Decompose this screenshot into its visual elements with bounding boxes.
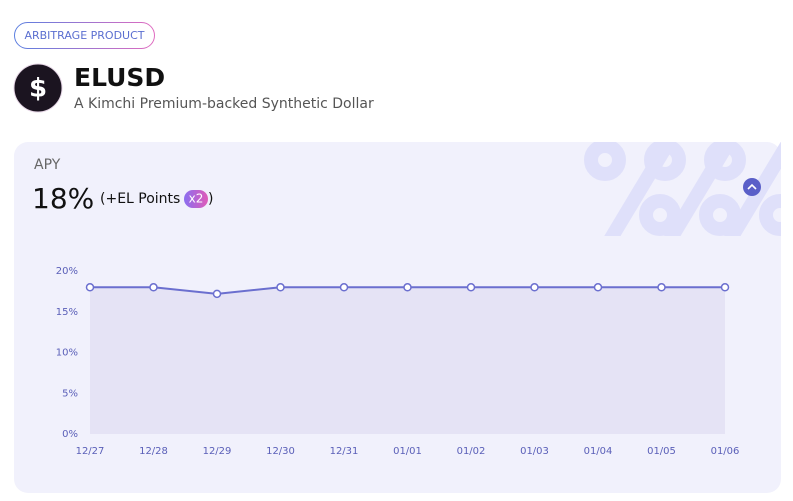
point	[212, 289, 222, 299]
x-tick-label: 12/27	[76, 446, 105, 457]
x-tick-label: 12/28	[139, 446, 168, 457]
y-tick-label: 5%	[62, 388, 78, 399]
point	[593, 283, 603, 292]
x-tick-label: 01/05	[647, 446, 676, 457]
title: ELUSD	[74, 63, 165, 92]
x-tick-label: 12/30	[266, 446, 295, 457]
point	[720, 283, 730, 292]
x-tick-label: 01/04	[584, 446, 613, 457]
multiplier-pill	[184, 190, 208, 208]
x-tick-label: 12/29	[203, 446, 232, 457]
bonus-suffix: )	[208, 191, 213, 207]
point	[149, 283, 158, 292]
icon	[13, 63, 63, 113]
point	[85, 283, 95, 292]
badge-text: ARBITRAGE PRODUCT	[24, 29, 144, 42]
y-tick-label: 10%	[56, 348, 78, 359]
y-tick-label: 20%	[56, 266, 78, 277]
collapse-button[interactable]	[743, 178, 761, 196]
plot: 0% 5% 10% 15% 20% 12/27 12/28 12/29 12/30 12/31 01…	[56, 266, 740, 457]
x-tick-label: 12/31	[330, 446, 359, 457]
multiplier: x2	[189, 192, 204, 206]
point	[657, 283, 666, 292]
point	[276, 283, 285, 292]
point	[339, 283, 349, 292]
icon-symbol: $	[29, 74, 47, 104]
subtitle: A Kimchi Premium-backed Synthetic Dollar	[74, 96, 374, 112]
point	[530, 283, 539, 292]
decoration	[584, 142, 781, 236]
point	[403, 283, 412, 292]
apy-value: 18%	[32, 182, 94, 215]
area	[90, 287, 725, 434]
point	[466, 283, 476, 292]
x-tick-label: 01/01	[393, 446, 422, 457]
chevron	[747, 183, 757, 190]
y-tick-label: 0%	[62, 429, 78, 440]
y-tick-label: 15%	[56, 307, 78, 318]
apy-label: APY	[34, 157, 61, 173]
bonus-prefix: (+EL Points	[100, 191, 180, 207]
x-tick-label: 01/03	[520, 446, 549, 457]
badge	[14, 22, 155, 49]
x-tick-label: 01/02	[457, 446, 486, 457]
x-tick-label: 01/06	[711, 446, 740, 457]
